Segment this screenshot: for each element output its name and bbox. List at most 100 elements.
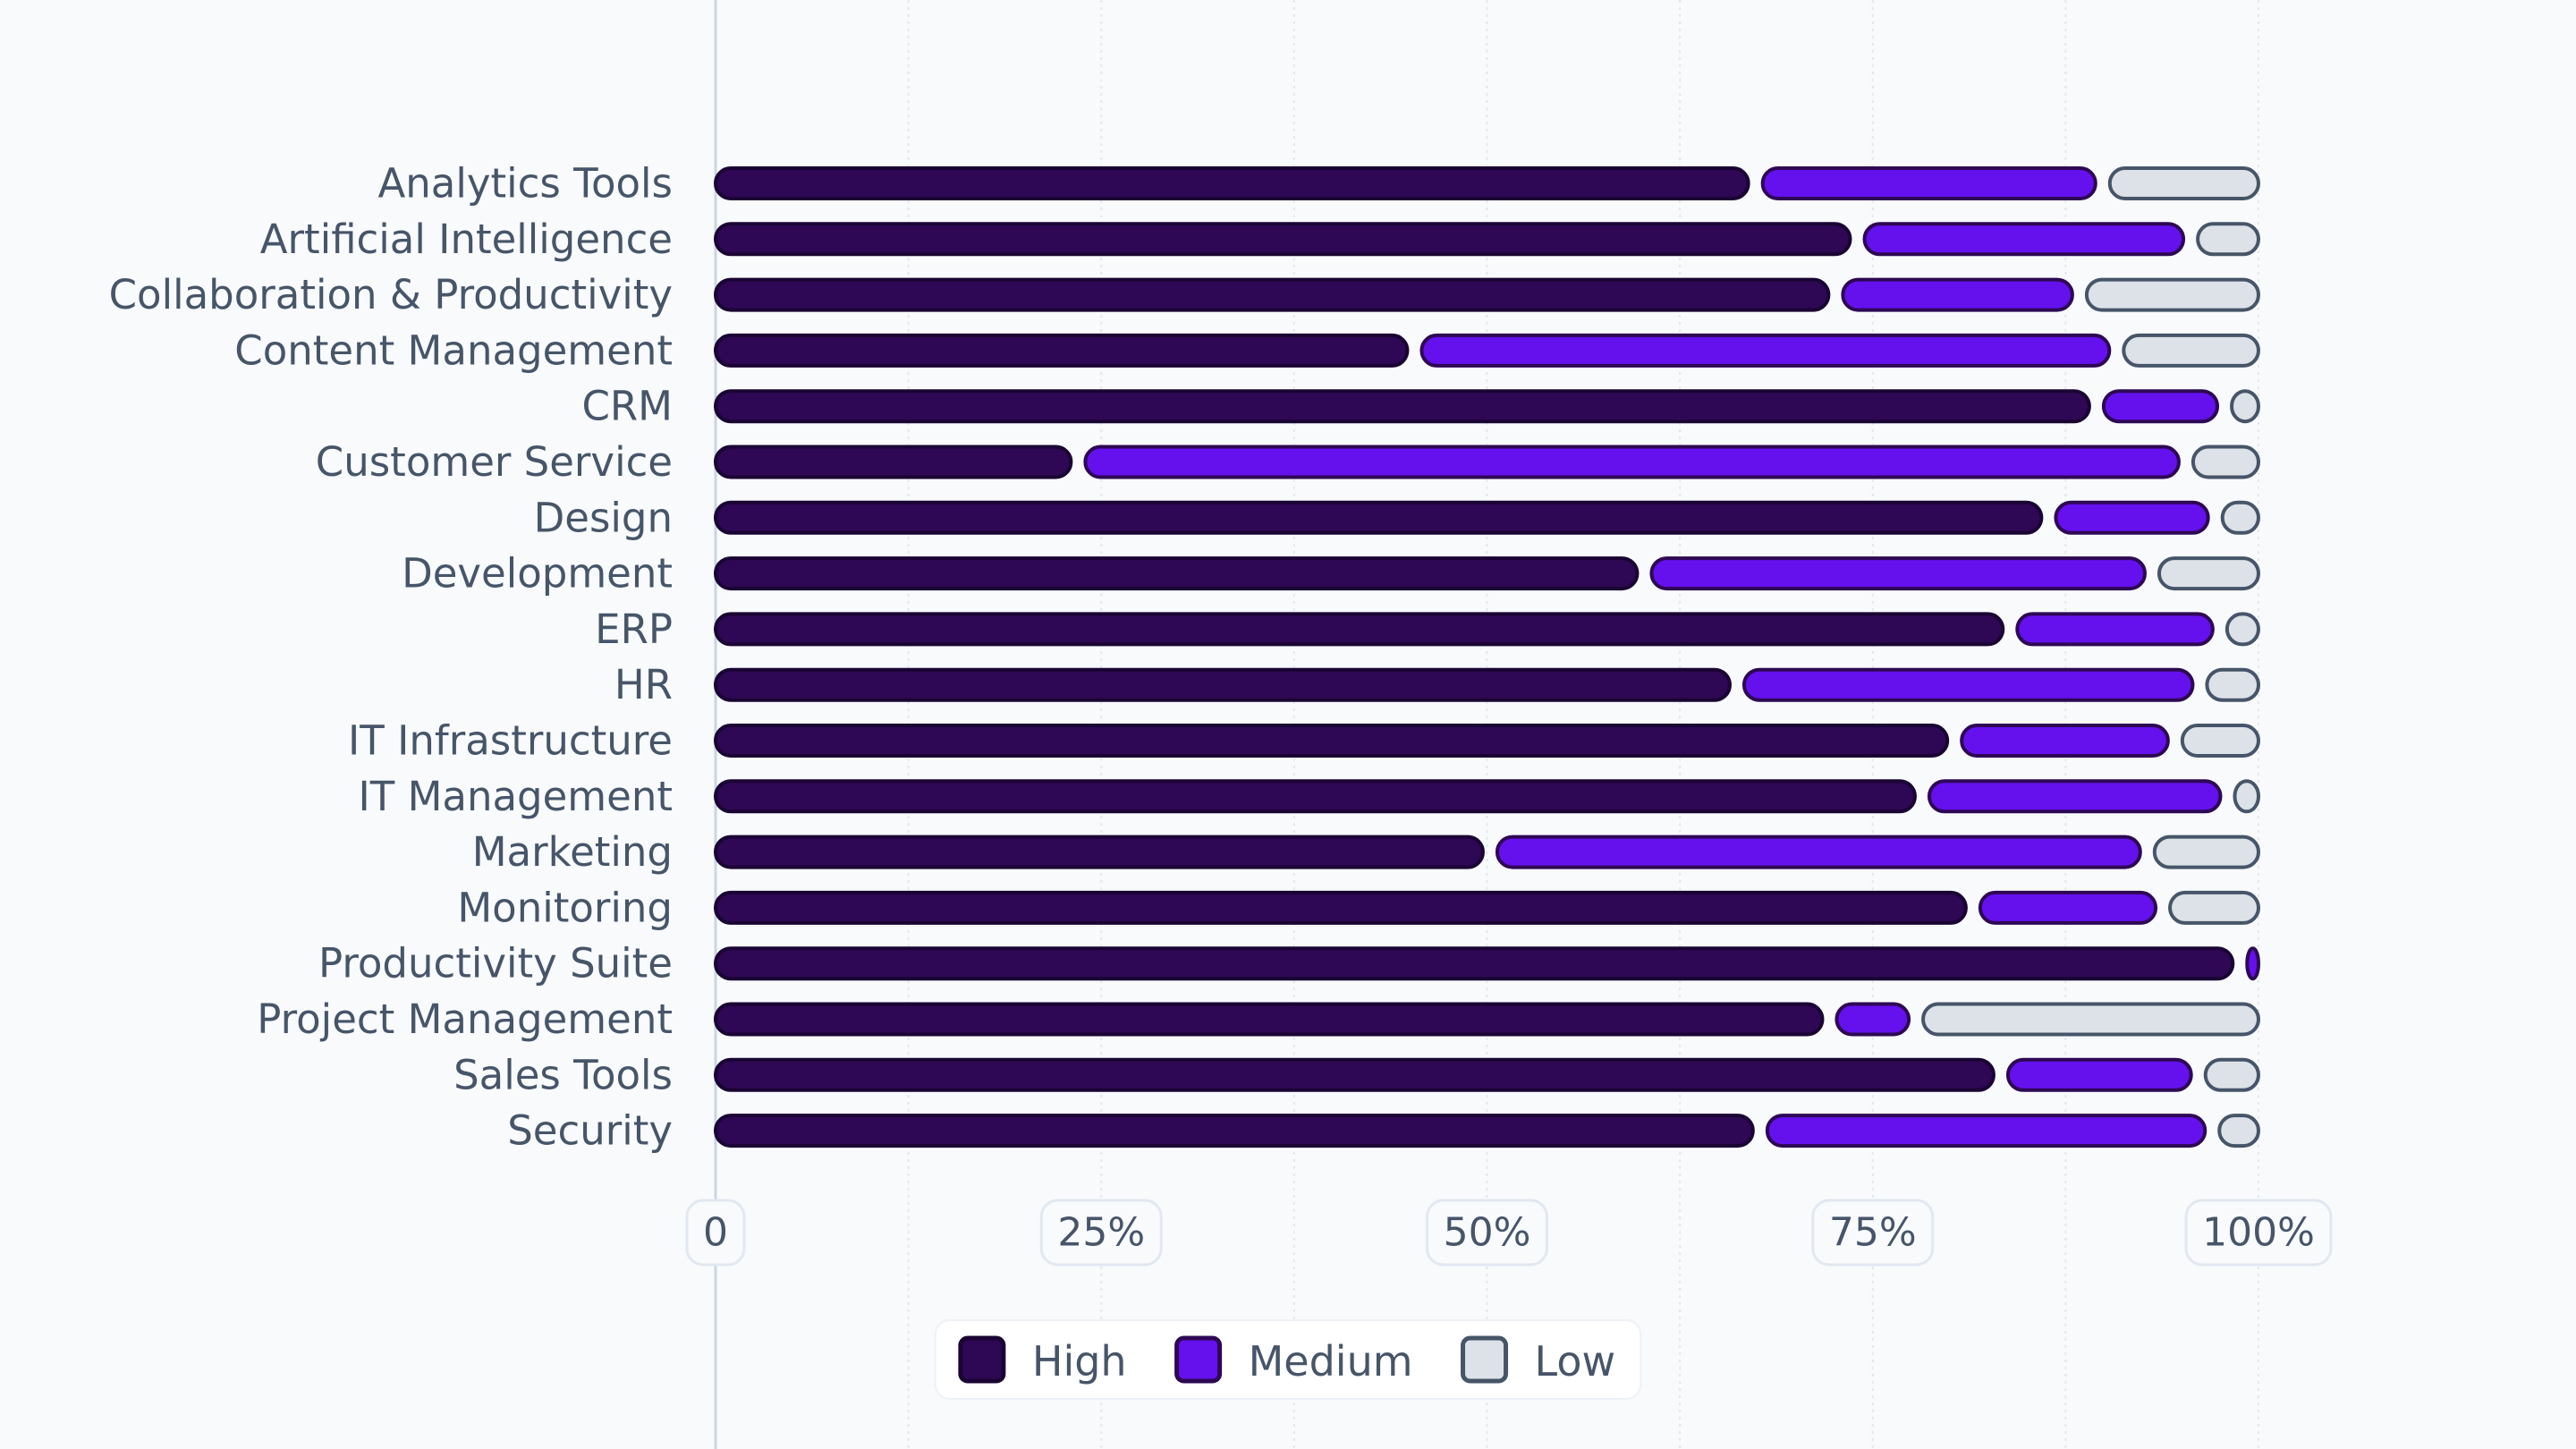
legend: High Medium Low — [934, 1319, 1642, 1400]
category-label: Project Management — [257, 996, 673, 1043]
bar-medium[interactable] — [1741, 667, 2195, 702]
x-tick-label: 0 — [703, 1210, 728, 1256]
bar-medium[interactable] — [1765, 1114, 2207, 1148]
category-label: CRM — [581, 383, 673, 430]
category-label: Design — [534, 494, 673, 541]
bar-medium[interactable] — [1835, 1002, 1911, 1037]
bar-low[interactable] — [2196, 222, 2261, 257]
bar-medium[interactable] — [2245, 946, 2261, 981]
x-tick: 100% — [2184, 1199, 2333, 1267]
bar-low[interactable] — [2217, 1114, 2260, 1148]
x-tick-label: 75% — [1829, 1210, 1917, 1256]
bar-high[interactable] — [714, 500, 2044, 535]
bar-high[interactable] — [714, 277, 1831, 312]
bar-medium[interactable] — [1760, 166, 2097, 200]
bar-medium[interactable] — [1862, 222, 2186, 257]
x-tick-label: 100% — [2202, 1210, 2315, 1256]
category-label: Analytics Tools — [377, 160, 673, 208]
category-label: Content Management — [234, 326, 673, 374]
category-label: Security — [507, 1107, 673, 1155]
bar-high[interactable] — [714, 667, 1732, 702]
bar-low[interactable] — [2107, 166, 2260, 200]
bar-high[interactable] — [714, 1114, 1755, 1148]
bar-medium[interactable] — [1495, 835, 2142, 869]
category-label: Development — [402, 550, 673, 597]
category-label: IT Infrastructure — [348, 717, 673, 765]
category-label: Customer Service — [316, 438, 673, 486]
bar-high[interactable] — [714, 890, 1968, 925]
bar-medium[interactable] — [2005, 1057, 2193, 1092]
category-label: Sales Tools — [453, 1051, 673, 1098]
bar-high[interactable] — [714, 946, 2235, 981]
category-label: Artificial Intelligence — [260, 216, 673, 263]
x-tick: 50% — [1426, 1199, 1548, 1267]
bar-low[interactable] — [2233, 779, 2260, 814]
bar-high[interactable] — [714, 779, 1917, 814]
bar-medium[interactable] — [1419, 333, 2112, 368]
x-tick-pill — [2184, 1199, 2333, 1267]
bar-medium[interactable] — [2015, 612, 2215, 647]
legend-swatch — [1174, 1335, 1223, 1384]
bar-high[interactable] — [714, 166, 1750, 200]
bar-low[interactable] — [2168, 890, 2261, 925]
x-tick-pill — [1039, 1199, 1163, 1267]
bar-medium[interactable] — [1649, 556, 2147, 591]
bar-high[interactable] — [714, 724, 1950, 758]
bar-low[interactable] — [2180, 724, 2261, 758]
x-axis-ticks: 0 25% 50% 75% 100% — [685, 1199, 2333, 1267]
bar-low[interactable] — [1921, 1002, 2261, 1037]
x-tick-label: 50% — [1444, 1210, 1531, 1256]
bar-low[interactable] — [2220, 500, 2260, 535]
bar-medium[interactable] — [1960, 724, 2170, 758]
category-label: Collaboration & Productivity — [109, 271, 673, 318]
legend-label: Low — [1535, 1337, 1616, 1385]
bar-high[interactable] — [714, 222, 1852, 257]
bar-high[interactable] — [714, 1002, 1825, 1037]
legend-item-medium[interactable]: Medium — [1174, 1335, 1413, 1385]
legend-label: Medium — [1249, 1337, 1413, 1385]
bar-medium[interactable] — [2101, 389, 2220, 424]
bar-medium[interactable] — [2054, 500, 2210, 535]
bar-high[interactable] — [714, 333, 1410, 368]
bar-medium[interactable] — [1841, 277, 2074, 312]
bar-low[interactable] — [2230, 389, 2261, 424]
bar-high[interactable] — [714, 389, 2091, 424]
bar-high[interactable] — [714, 556, 1640, 591]
bar-high[interactable] — [714, 835, 1485, 869]
bar-low[interactable] — [2157, 556, 2261, 591]
x-tick: 0 — [685, 1199, 746, 1267]
x-tick: 75% — [1811, 1199, 1935, 1267]
bar-low[interactable] — [2122, 333, 2261, 368]
legend-label: High — [1032, 1337, 1127, 1385]
bar-high[interactable] — [714, 445, 1073, 479]
bar-low[interactable] — [2084, 277, 2260, 312]
bar-low[interactable] — [2190, 445, 2261, 479]
bar-high[interactable] — [714, 612, 2005, 647]
x-tick: 25% — [1039, 1199, 1163, 1267]
bar-medium[interactable] — [1083, 445, 2181, 479]
legend-item-high[interactable]: High — [958, 1335, 1127, 1385]
bar-medium[interactable] — [1978, 890, 2158, 925]
bar-medium[interactable] — [1927, 779, 2223, 814]
x-tick-pill — [1426, 1199, 1548, 1267]
bars — [714, 166, 2261, 1148]
legend-item-low[interactable]: Low — [1461, 1335, 1616, 1385]
category-label: Productivity Suite — [318, 940, 673, 987]
bar-low[interactable] — [2152, 835, 2261, 869]
category-label: Monitoring — [457, 884, 673, 931]
category-labels: Analytics Tools Artificial Intelligence Co… — [109, 160, 673, 1155]
category-label: Marketing — [472, 828, 673, 876]
legend-swatch — [1461, 1335, 1509, 1384]
x-tick-pill — [685, 1199, 746, 1267]
bar-low[interactable] — [2224, 612, 2260, 647]
category-label: ERP — [595, 606, 673, 653]
category-label: IT Management — [359, 773, 674, 820]
legend-swatch — [958, 1335, 1006, 1384]
bar-high[interactable] — [714, 1057, 1996, 1092]
x-tick-label: 25% — [1057, 1210, 1145, 1256]
category-label: HR — [614, 661, 673, 708]
bar-low[interactable] — [2205, 667, 2260, 702]
bar-low[interactable] — [2203, 1057, 2261, 1092]
x-tick-pill — [1811, 1199, 1935, 1267]
